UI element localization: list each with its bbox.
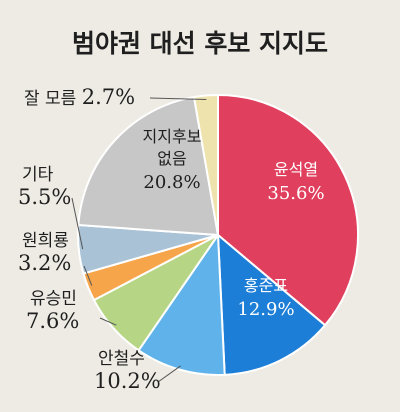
slice-3-leader-line [157,365,181,383]
slice-4-name: 유승민 [30,289,77,309]
slice-2-value: 12.9% [237,299,294,320]
leader-lines [71,97,207,383]
slice-1-value: 35.6% [267,183,324,204]
slice-7 [77,95,220,237]
slice-8 [192,93,219,236]
slice-7-value: 20.8% [143,172,200,193]
chart-title: 범야권 대선 후보 지지도 [72,29,328,58]
slice-2-name: 홍준표 [244,276,288,295]
slice-8-name: 잘 모름 [24,89,82,109]
slice-2 [216,232,327,376]
slice-2-label: 홍준표 12.9% [237,276,294,320]
slice-6-leader-line [71,197,84,250]
slice-3-name: 안철수 [98,349,145,369]
slice-7-name-line-2: 없음 [157,149,186,168]
slice-8-value: 2.7% [82,85,135,109]
slice-7-name-line-1: 지지후보 [143,127,202,146]
slice-4-leader-line [99,317,117,326]
slice-1-name: 윤석열 [274,160,318,179]
slice-6-name: 기타 [22,165,54,185]
slice-8-leader-line [149,97,207,100]
slice-4-value: 7.6% [26,309,79,333]
slice-5-name: 원희룡 [22,231,69,251]
slice-8-text: 잘 모름 2.7% [24,85,135,109]
slice-6-label: 기타5.5% [18,165,71,209]
slice-3 [137,231,226,376]
slice-8-label: 잘 모름 2.7% [24,85,135,109]
slice-5-value: 3.2% [18,251,71,275]
slice-1-label: 윤석열 35.6% [267,160,324,204]
slice-6-value: 5.5% [18,185,71,209]
slice-1 [217,93,359,327]
slice-3-value: 10.2% [94,369,161,393]
slices-layer [77,93,359,376]
slice-5-leader-line [83,265,93,286]
